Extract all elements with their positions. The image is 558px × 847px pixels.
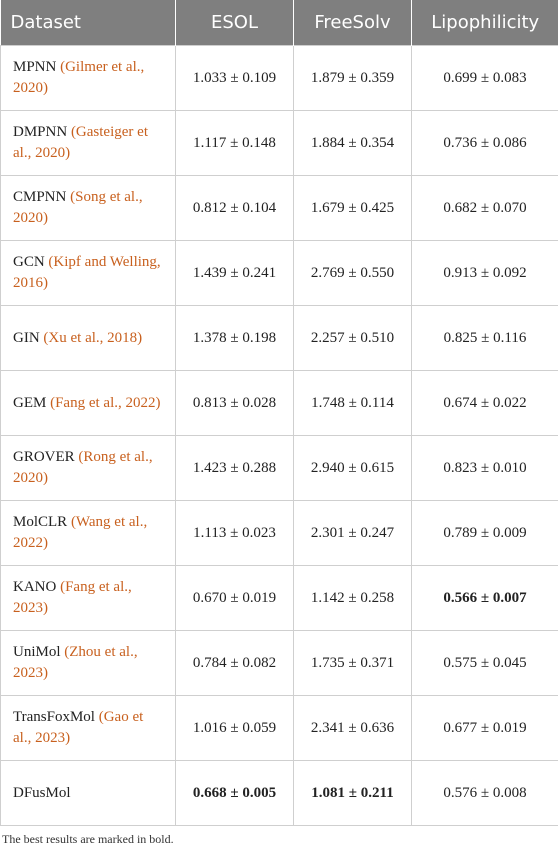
model-name: GCN	[13, 254, 45, 270]
model-name: GIN	[13, 330, 40, 346]
value-cell: 1.142 ± 0.258	[294, 566, 412, 631]
value-cell: 0.699 ± 0.083	[412, 46, 558, 111]
value-cell: 1.879 ± 0.359	[294, 46, 412, 111]
citation: (Fang et al., 2022)	[50, 395, 160, 411]
model-name: GROVER	[13, 449, 75, 465]
column-header: FreeSolv	[294, 0, 412, 46]
model-cell: CMPNN (Song et al., 2020)	[1, 176, 176, 241]
value-cell: 0.670 ± 0.019	[176, 566, 294, 631]
value-cell: 1.679 ± 0.425	[294, 176, 412, 241]
value-cell: 1.033 ± 0.109	[176, 46, 294, 111]
value-cell: 1.735 ± 0.371	[294, 631, 412, 696]
value-cell: 0.823 ± 0.010	[412, 436, 558, 501]
footnote: The best results are marked in bold.	[2, 832, 558, 847]
table-row: TransFoxMol (Gao et al., 2023)1.016 ± 0.…	[1, 696, 558, 761]
model-name: KANO	[13, 579, 56, 595]
value-cell: 1.884 ± 0.354	[294, 111, 412, 176]
model-cell: GROVER (Rong et al., 2020)	[1, 436, 176, 501]
model-cell: GEM (Fang et al., 2022)	[1, 371, 176, 436]
model-cell: DMPNN (Gasteiger et al., 2020)	[1, 111, 176, 176]
model-name: GEM	[13, 395, 46, 411]
value-cell: 0.682 ± 0.070	[412, 176, 558, 241]
value-cell: 0.825 ± 0.116	[412, 306, 558, 371]
value-cell: 0.576 ± 0.008	[412, 761, 558, 826]
value-cell: 1.378 ± 0.198	[176, 306, 294, 371]
model-name: DMPNN	[13, 124, 67, 140]
value-cell: 0.674 ± 0.022	[412, 371, 558, 436]
value-cell: 0.736 ± 0.086	[412, 111, 558, 176]
value-cell: 0.566 ± 0.007	[412, 566, 558, 631]
column-header: Dataset	[1, 0, 176, 46]
model-name: TransFoxMol	[13, 709, 95, 725]
value-cell: 1.439 ± 0.241	[176, 241, 294, 306]
table-row: DMPNN (Gasteiger et al., 2020)1.117 ± 0.…	[1, 111, 558, 176]
value-cell: 1.081 ± 0.211	[294, 761, 412, 826]
model-name: MolCLR	[13, 514, 67, 530]
value-cell: 2.769 ± 0.550	[294, 241, 412, 306]
value-cell: 0.668 ± 0.005	[176, 761, 294, 826]
citation: (Xu et al., 2018)	[43, 330, 142, 346]
value-cell: 0.812 ± 0.104	[176, 176, 294, 241]
model-name: CMPNN	[13, 189, 66, 205]
value-cell: 0.575 ± 0.045	[412, 631, 558, 696]
model-name: UniMol	[13, 644, 61, 660]
value-cell: 0.784 ± 0.082	[176, 631, 294, 696]
model-cell: DFusMol	[1, 761, 176, 826]
value-cell: 2.301 ± 0.247	[294, 501, 412, 566]
value-cell: 0.813 ± 0.028	[176, 371, 294, 436]
model-cell: MPNN (Gilmer et al., 2020)	[1, 46, 176, 111]
model-cell: KANO (Fang et al., 2023)	[1, 566, 176, 631]
table-row: GCN (Kipf and Welling, 2016)1.439 ± 0.24…	[1, 241, 558, 306]
column-header: ESOL	[176, 0, 294, 46]
value-cell: 1.113 ± 0.023	[176, 501, 294, 566]
value-cell: 1.016 ± 0.059	[176, 696, 294, 761]
value-cell: 0.677 ± 0.019	[412, 696, 558, 761]
value-cell: 0.789 ± 0.009	[412, 501, 558, 566]
value-cell: 2.257 ± 0.510	[294, 306, 412, 371]
model-cell: UniMol (Zhou et al., 2023)	[1, 631, 176, 696]
value-cell: 2.341 ± 0.636	[294, 696, 412, 761]
column-header: Lipophilicity	[412, 0, 558, 46]
value-cell: 1.117 ± 0.148	[176, 111, 294, 176]
model-cell: GIN (Xu et al., 2018)	[1, 306, 176, 371]
value-cell: 1.423 ± 0.288	[176, 436, 294, 501]
value-cell: 0.913 ± 0.092	[412, 241, 558, 306]
model-cell: GCN (Kipf and Welling, 2016)	[1, 241, 176, 306]
model-cell: TransFoxMol (Gao et al., 2023)	[1, 696, 176, 761]
model-name: MPNN	[13, 59, 56, 75]
value-cell: 1.748 ± 0.114	[294, 371, 412, 436]
model-cell: MolCLR (Wang et al., 2022)	[1, 501, 176, 566]
model-name: DFusMol	[13, 785, 71, 801]
value-cell: 2.940 ± 0.615	[294, 436, 412, 501]
